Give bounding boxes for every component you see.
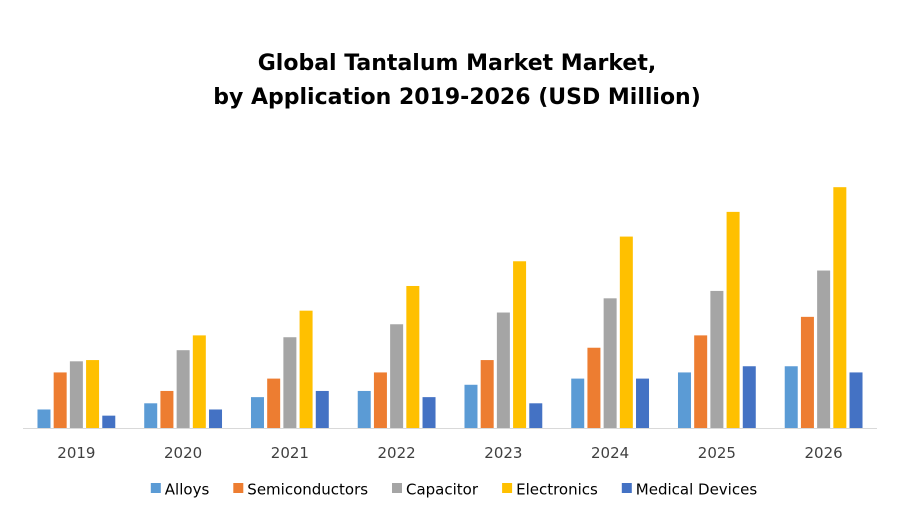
x-tick-label-2022: 2022 (378, 444, 416, 462)
bar-alloys-2020 (144, 403, 158, 428)
bar-capacitor-2022 (390, 324, 404, 428)
bar-alloys-2026 (784, 366, 798, 428)
bar-capacitor-2026 (817, 270, 831, 428)
legend-label-semiconductors: Semiconductors (247, 481, 368, 499)
bar-electronics-2023 (513, 261, 527, 428)
bar-alloys-2021 (250, 397, 264, 429)
bar-medical-devices-2025 (742, 366, 756, 428)
bar-alloys-2024 (571, 378, 585, 428)
x-tick-label-2023: 2023 (484, 444, 522, 462)
legend-label-medical-devices: Medical Devices (636, 481, 758, 499)
bar-alloys-2022 (357, 390, 371, 428)
bar-electronics-2022 (406, 285, 420, 429)
bar-medical-devices-2023 (529, 403, 543, 428)
legend-swatch-semiconductors (233, 483, 244, 493)
legend-swatch-capacitor (392, 483, 402, 493)
legend-swatch-electronics (502, 483, 513, 493)
legend-item-alloys: Alloys (150, 481, 210, 499)
bar-electronics-2021 (299, 310, 313, 429)
legend-label-electronics: Electronics (516, 481, 598, 499)
legend-swatch-alloys (150, 483, 161, 493)
legend-item-capacitor: Capacitor (392, 481, 479, 499)
bar-alloys-2023 (464, 384, 478, 428)
legend-swatch-medical-devices (621, 483, 632, 493)
bar-alloys-2025 (677, 372, 691, 428)
bar-semiconductors-2020 (160, 390, 174, 428)
legend: Alloys Semiconductors Capacitor Electronics… (150, 481, 758, 499)
bar-semiconductors-2026 (800, 316, 814, 428)
x-tick-label-2025: 2025 (698, 444, 736, 462)
bar-medical-devices-2022 (422, 397, 436, 429)
legend-label-alloys: Alloys (165, 481, 210, 499)
legend-item-medical-devices: Medical Devices (621, 481, 758, 499)
bar-electronics-2024 (619, 236, 633, 428)
bar-medical-devices-2019 (102, 415, 116, 428)
bar-semiconductors-2025 (694, 335, 708, 429)
legend-item-electronics: Electronics (502, 481, 598, 499)
chart-title-line-2: by Application 2019-2026 (USD Million) (213, 85, 701, 110)
bar-capacitor-2023 (496, 312, 510, 428)
bar-semiconductors-2023 (480, 360, 494, 428)
bar-semiconductors-2021 (267, 378, 281, 428)
x-axis-tick-labels: 2019 2020 2021 2022 2023 2024 2025 2026 (57, 444, 842, 462)
bar-medical-devices-2021 (315, 390, 329, 428)
bar-capacitor-2021 (283, 337, 297, 428)
bar-capacitor-2019 (69, 361, 83, 428)
legend-item-semiconductors: Semiconductors (233, 481, 368, 499)
bar-capacitor-2024 (603, 298, 617, 428)
bar-semiconductors-2024 (587, 347, 601, 428)
bar-alloys-2019 (37, 409, 51, 428)
legend-label-capacitor: Capacitor (406, 481, 479, 499)
bars-group (37, 187, 863, 429)
chart-title: Global Tantalum Market Market, by Applic… (213, 51, 701, 110)
bar-electronics-2019 (86, 360, 100, 428)
bar-semiconductors-2019 (53, 372, 67, 428)
bar-medical-devices-2020 (209, 409, 223, 428)
bar-electronics-2026 (833, 187, 847, 428)
bar-medical-devices-2024 (636, 378, 650, 428)
bar-electronics-2020 (192, 335, 206, 429)
bar-medical-devices-2026 (849, 372, 863, 428)
x-tick-label-2024: 2024 (591, 444, 629, 462)
x-tick-label-2026: 2026 (805, 444, 843, 462)
chart-title-line-1: Global Tantalum Market Market, (258, 51, 656, 76)
x-tick-label-2020: 2020 (164, 444, 202, 462)
x-tick-label-2021: 2021 (271, 444, 309, 462)
x-tick-label-2019: 2019 (57, 444, 95, 462)
bar-capacitor-2020 (176, 350, 190, 428)
bar-semiconductors-2022 (373, 372, 387, 428)
bar-electronics-2025 (726, 211, 740, 429)
bar-capacitor-2025 (710, 290, 724, 428)
